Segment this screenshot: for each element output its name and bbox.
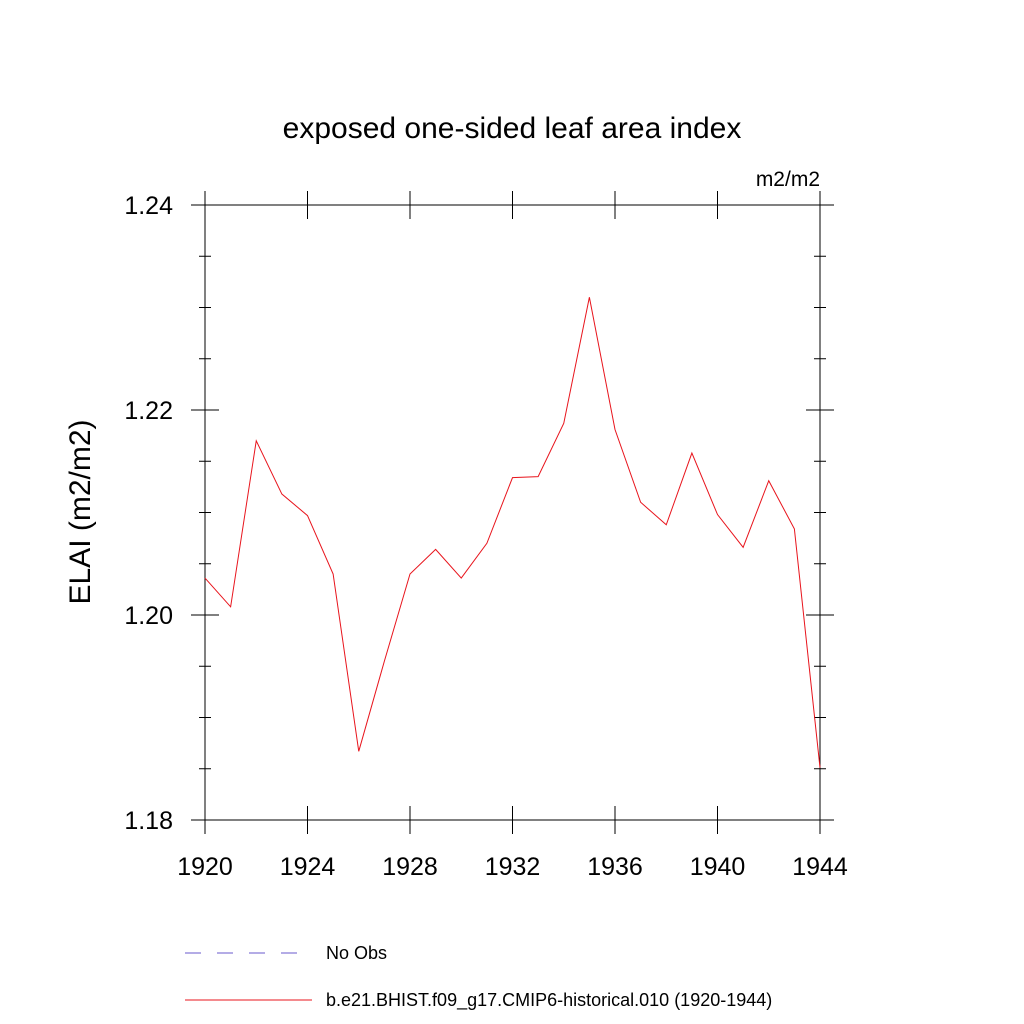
y-axis-label: ELAI (m2/m2) xyxy=(64,419,97,604)
units-label: m2/m2 xyxy=(756,168,820,191)
plot-frame xyxy=(204,204,821,821)
x-tick-label: 1944 xyxy=(792,853,848,881)
x-tick-label: 1924 xyxy=(280,853,336,881)
legend-label: b.e21.BHIST.f09_g17.CMIP6-historical.010… xyxy=(326,990,772,1011)
y-tick-label: 1.20 xyxy=(124,602,173,630)
data-point xyxy=(615,429,616,430)
data-point xyxy=(358,751,359,752)
x-axis-ticks: 1920 1924 1928 1932 1936 1940 1944 xyxy=(177,191,848,881)
series-line xyxy=(204,297,821,768)
data-point xyxy=(435,549,436,550)
data-point xyxy=(461,578,462,579)
data-point xyxy=(512,477,513,478)
data-point xyxy=(205,578,206,579)
data-point xyxy=(307,515,308,516)
data-point xyxy=(281,494,282,495)
data-point xyxy=(640,502,641,503)
data-point xyxy=(256,440,257,441)
y-tick-label: 1.22 xyxy=(124,397,173,425)
data-point xyxy=(333,574,334,575)
legend: No Obs b.e21.BHIST.f09_g17.CMIP6-historic… xyxy=(185,943,772,1011)
data-point xyxy=(794,528,795,529)
data-point xyxy=(768,480,769,481)
data-point xyxy=(717,514,718,515)
x-tick-label: 1940 xyxy=(690,853,746,881)
data-point xyxy=(230,606,231,607)
y-axis-ticks: 1.18 1.20 1.22 1.24 xyxy=(124,192,834,835)
y-tick-label: 1.24 xyxy=(124,192,173,220)
data-point xyxy=(563,423,564,424)
data-point xyxy=(410,574,411,575)
data-point xyxy=(743,547,744,548)
x-tick-label: 1920 xyxy=(177,853,233,881)
data-point xyxy=(486,543,487,544)
data-point xyxy=(666,524,667,525)
y-tick-label: 1.18 xyxy=(124,807,173,835)
data-point xyxy=(384,661,385,662)
series-layer xyxy=(204,297,821,768)
x-tick-label: 1928 xyxy=(382,853,438,881)
plot-border xyxy=(204,204,821,821)
data-point xyxy=(589,297,590,298)
x-tick-label: 1936 xyxy=(587,853,643,881)
x-tick-label: 1932 xyxy=(485,853,541,881)
legend-label: No Obs xyxy=(326,943,387,963)
data-point xyxy=(820,767,821,768)
data-point xyxy=(691,453,692,454)
chart-title: exposed one-sided leaf area index xyxy=(283,112,742,145)
data-point xyxy=(538,476,539,477)
